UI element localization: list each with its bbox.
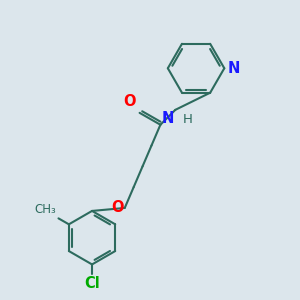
- Text: H: H: [183, 113, 193, 126]
- Text: O: O: [111, 200, 123, 214]
- Text: Cl: Cl: [84, 276, 100, 291]
- Text: N: N: [161, 111, 174, 126]
- Text: O: O: [124, 94, 136, 109]
- Text: N: N: [228, 61, 240, 76]
- Text: CH₃: CH₃: [34, 203, 56, 216]
